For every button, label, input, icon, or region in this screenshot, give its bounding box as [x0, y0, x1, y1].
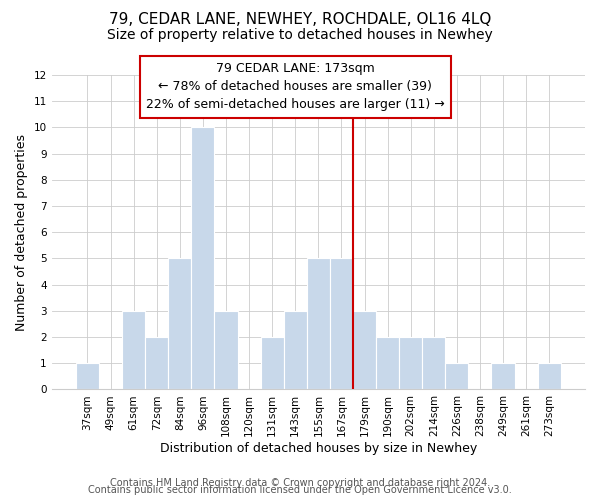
Bar — [330, 258, 353, 390]
Text: Size of property relative to detached houses in Newhey: Size of property relative to detached ho… — [107, 28, 493, 42]
X-axis label: Distribution of detached houses by size in Newhey: Distribution of detached houses by size … — [160, 442, 477, 455]
Bar — [260, 337, 284, 390]
Text: 79, CEDAR LANE, NEWHEY, ROCHDALE, OL16 4LQ: 79, CEDAR LANE, NEWHEY, ROCHDALE, OL16 4… — [109, 12, 491, 28]
Bar — [376, 337, 399, 390]
Bar — [422, 337, 445, 390]
Bar — [168, 258, 191, 390]
Bar — [399, 337, 422, 390]
Bar — [76, 364, 99, 390]
Text: 79 CEDAR LANE: 173sqm
← 78% of detached houses are smaller (39)
22% of semi-deta: 79 CEDAR LANE: 173sqm ← 78% of detached … — [146, 62, 445, 112]
Bar — [491, 364, 515, 390]
Text: Contains HM Land Registry data © Crown copyright and database right 2024.: Contains HM Land Registry data © Crown c… — [110, 478, 490, 488]
Bar — [214, 311, 238, 390]
Bar — [284, 311, 307, 390]
Bar — [191, 128, 214, 390]
Bar — [538, 364, 561, 390]
Bar — [145, 337, 168, 390]
Text: Contains public sector information licensed under the Open Government Licence v3: Contains public sector information licen… — [88, 485, 512, 495]
Bar — [122, 311, 145, 390]
Y-axis label: Number of detached properties: Number of detached properties — [15, 134, 28, 331]
Bar — [445, 364, 469, 390]
Bar — [353, 311, 376, 390]
Bar — [307, 258, 330, 390]
